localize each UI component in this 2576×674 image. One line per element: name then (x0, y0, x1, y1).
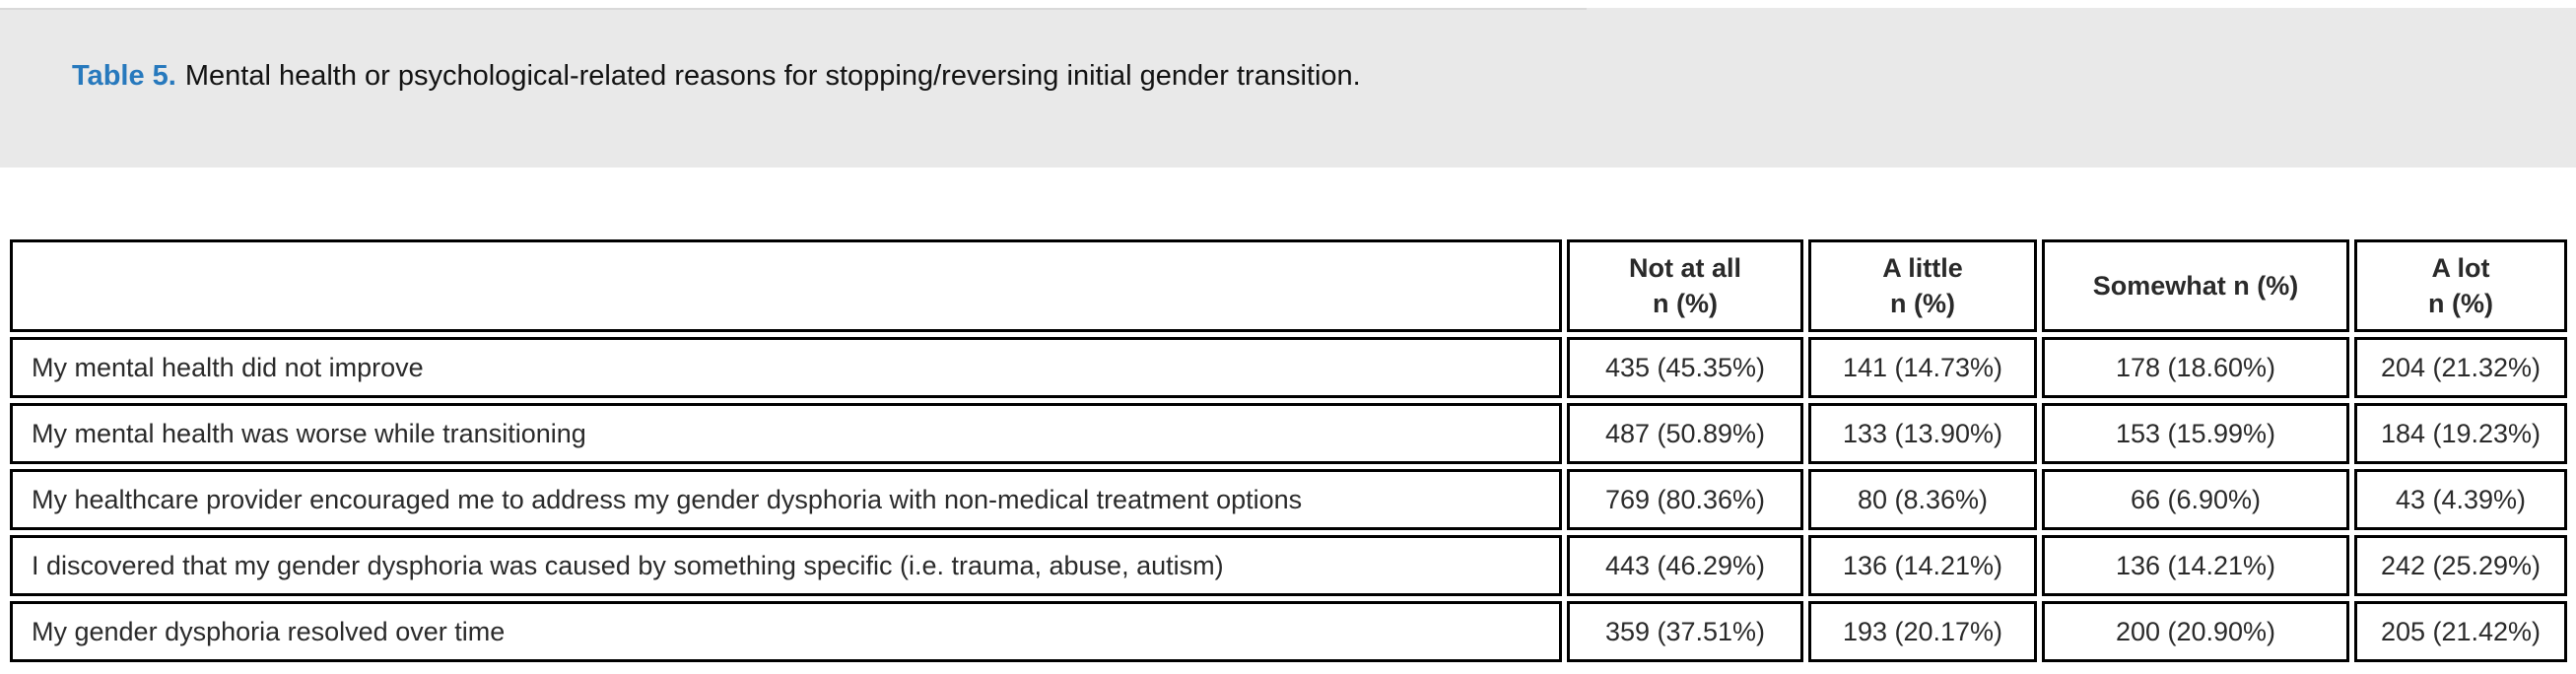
column-header-line1: A little (1882, 253, 1963, 283)
value-cell: 80 (8.36%) (1808, 469, 2037, 530)
column-header-line1: A lot (2431, 253, 2490, 283)
table-caption-label: Table 5. (72, 60, 176, 92)
table-caption-text: Mental health or psychological-related r… (184, 60, 1361, 92)
column-header: Somewhat n (%) (2042, 239, 2349, 332)
column-header: A lot n (%) (2354, 239, 2567, 332)
value-cell: 178 (18.60%) (2042, 337, 2349, 398)
value-cell: 136 (14.21%) (2042, 535, 2349, 596)
table-row: My gender dysphoria resolved over time 35… (10, 601, 2567, 662)
value-cell: 769 (80.36%) (1567, 469, 1803, 530)
row-label: My mental health was worse while transit… (10, 403, 1562, 464)
table-row: My mental health did not improve 435 (45.… (10, 337, 2567, 398)
value-cell: 153 (15.99%) (2042, 403, 2349, 464)
value-cell: 205 (21.42%) (2354, 601, 2567, 662)
column-header-line2: n (%) (1890, 289, 1955, 318)
value-cell: 200 (20.90%) (2042, 601, 2349, 662)
value-cell: 359 (37.51%) (1567, 601, 1803, 662)
value-cell: 136 (14.21%) (1808, 535, 2037, 596)
value-cell: 204 (21.32%) (2354, 337, 2567, 398)
column-header: Not at all n (%) (1567, 239, 1803, 332)
table-row: My healthcare provider encouraged me to … (10, 469, 2567, 530)
value-cell: 141 (14.73%) (1808, 337, 2037, 398)
header-stub-cell (10, 239, 1562, 332)
value-cell: 435 (45.35%) (1567, 337, 1803, 398)
table-caption-bar: Table 5. Mental health or psychological-r… (0, 8, 2576, 168)
row-label: My mental health did not improve (10, 337, 1562, 398)
header-row: Not at all n (%) A little n (%) Somewhat n (… (10, 239, 2567, 332)
column-header-line2: n (%) (2428, 289, 2493, 318)
column-header-line2: n (%) (1653, 289, 1718, 318)
table-row: My mental health was worse while transit… (10, 403, 2567, 464)
table-header: Not at all n (%) A little n (%) Somewhat n (… (10, 239, 2567, 332)
column-header-line1: Somewhat n (%) (2092, 271, 2299, 301)
value-cell: 184 (19.23%) (2354, 403, 2567, 464)
value-cell: 133 (13.90%) (1808, 403, 2037, 464)
column-header: A little n (%) (1808, 239, 2037, 332)
table-body: My mental health did not improve 435 (45.… (10, 337, 2567, 662)
row-label: My healthcare provider encouraged me to … (10, 469, 1562, 530)
top-edge-artifact-line (0, 8, 1587, 10)
value-cell: 443 (46.29%) (1567, 535, 1803, 596)
reasons-table: Not at all n (%) A little n (%) Somewhat n (… (5, 235, 2572, 667)
table-row: I discovered that my gender dysphoria wa… (10, 535, 2567, 596)
row-label: My gender dysphoria resolved over time (10, 601, 1562, 662)
value-cell: 66 (6.90%) (2042, 469, 2349, 530)
value-cell: 242 (25.29%) (2354, 535, 2567, 596)
value-cell: 193 (20.17%) (1808, 601, 2037, 662)
column-header-line1: Not at all (1628, 253, 1741, 283)
value-cell: 43 (4.39%) (2354, 469, 2567, 530)
row-label: I discovered that my gender dysphoria wa… (10, 535, 1562, 596)
value-cell: 487 (50.89%) (1567, 403, 1803, 464)
